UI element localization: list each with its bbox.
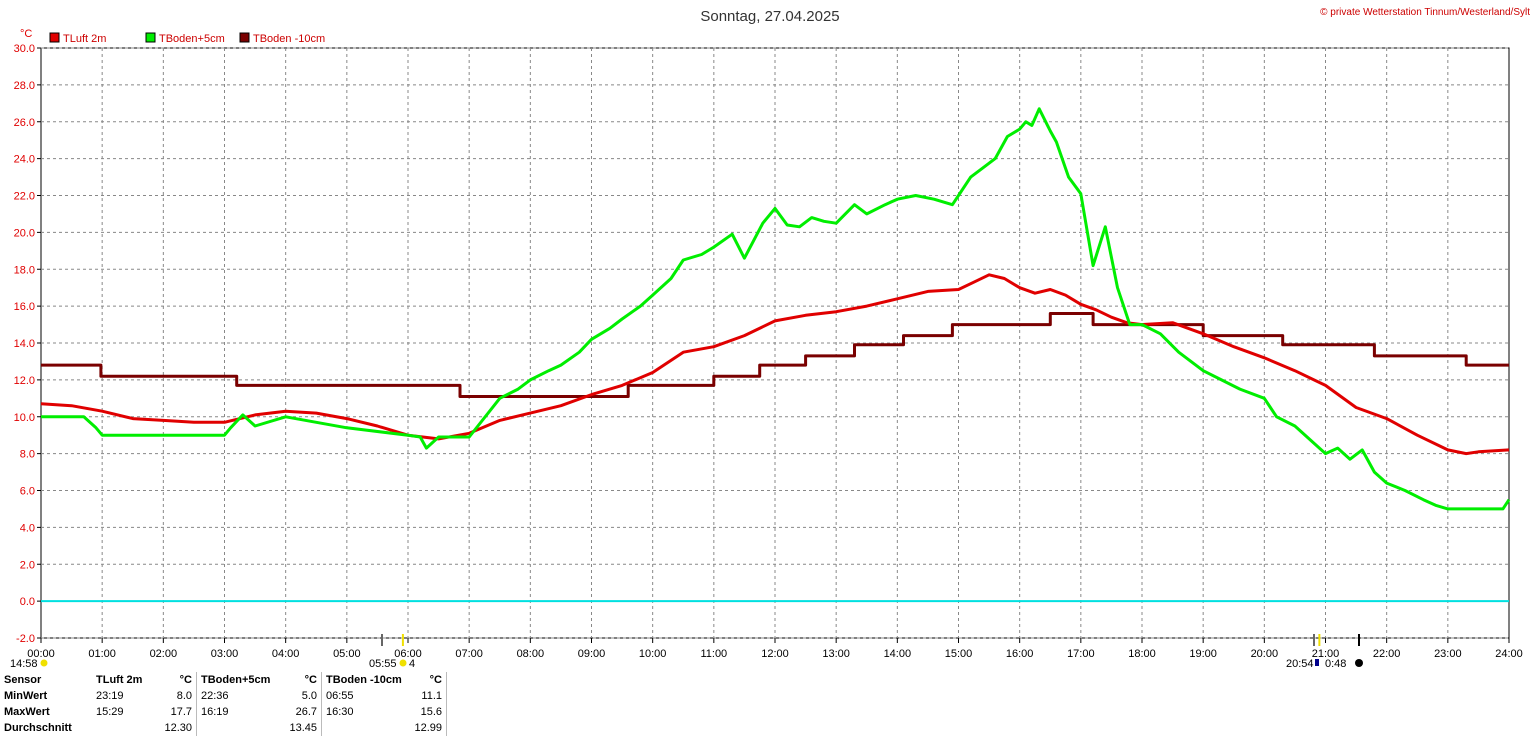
x-tick-label: 17:00: [1067, 648, 1095, 660]
stats-label: Durchschnitt: [4, 722, 72, 734]
x-tick-label: 05:00: [333, 648, 361, 660]
stats-time: 06:55: [326, 690, 354, 702]
sunset-label: 20:54: [1286, 658, 1314, 670]
stats-time: 16:30: [326, 706, 354, 718]
chart-title: Sonntag, 27.04.2025: [700, 8, 839, 25]
x-tick-label: 22:00: [1373, 648, 1401, 660]
stats-time: [322, 720, 409, 736]
stats-value: 11.1: [408, 688, 447, 704]
stats-value: 12.99: [408, 720, 447, 736]
y-tick-label: 28.0: [14, 80, 35, 92]
stats-value: 26.7: [283, 704, 322, 720]
x-tick-label: 12:00: [761, 648, 789, 660]
y-tick-label: 6.0: [20, 486, 35, 498]
x-tick-label: 11:00: [700, 648, 727, 660]
x-tick-label: 16:00: [1006, 648, 1034, 660]
x-tick-label: 10:00: [639, 648, 667, 660]
x-tick-label: 02:00: [150, 648, 178, 660]
y-tick-label: 12.0: [14, 375, 35, 387]
y-tick-label: 16.0: [14, 301, 35, 313]
x-tick-label: 00:00: [27, 648, 55, 660]
x-tick-label: 18:00: [1128, 648, 1156, 660]
y-tick-label: -2.0: [16, 633, 35, 645]
x-tick-label: 20:00: [1251, 648, 1279, 660]
stats-header-sensor: Sensor: [4, 674, 42, 686]
x-tick-label: 09:00: [578, 648, 606, 660]
copyright-text: © private Wetterstation Tinnum/Westerlan…: [1320, 7, 1530, 18]
sunrise-label: 05:55: [369, 658, 397, 670]
stats-value: 13.45: [283, 720, 322, 736]
stats-header-unit1: °C: [158, 672, 197, 688]
stats-row-min: MinWert 23:19 8.0 22:36 5.0 06:55 11.1: [0, 688, 447, 704]
moon-icon: [1355, 659, 1363, 667]
left-time-label: 14:58: [10, 658, 38, 670]
y-tick-label: 10.0: [14, 412, 35, 424]
x-tick-label: 21:00: [1312, 648, 1340, 660]
y-tick-label: 24.0: [14, 154, 35, 166]
stats-time: [197, 720, 284, 736]
moonphase-label: 4: [409, 658, 415, 670]
stats-header-tboden10: TBoden -10cm: [326, 674, 402, 686]
y-tick-label: 20.0: [14, 227, 35, 239]
stats-value: 5.0: [283, 688, 322, 704]
legend-swatch: [239, 32, 250, 43]
y-tick-label: 0.0: [20, 596, 35, 608]
x-tick-label: 03:00: [211, 648, 239, 660]
stats-time: [86, 720, 158, 736]
x-tick-label: 15:00: [945, 648, 973, 660]
tluft-line: [40, 273, 1510, 456]
stats-header-tboden5: TBoden+5cm: [201, 674, 271, 686]
stats-time: 16:19: [201, 706, 229, 718]
temperature-chart: -2.0 0.0 2.0 4.0 6.0 8.0 10.0 12.0 14.0 16.0 18.0 2…: [10, 7, 1530, 670]
x-tick-label: 08:00: [517, 648, 545, 660]
stats-value: 17.7: [158, 704, 197, 720]
stats-value: 15.6: [408, 704, 447, 720]
stats-label: MaxWert: [4, 706, 50, 718]
stats-time: 23:19: [96, 690, 124, 702]
x-tick-label: 19:00: [1189, 648, 1217, 660]
x-tick-label: 13:00: [822, 648, 850, 660]
y-tick-label: 18.0: [14, 264, 35, 276]
x-tick-label: 07:00: [455, 648, 483, 660]
sun-icon: [399, 659, 407, 667]
y-tick-label: 2.0: [20, 559, 35, 571]
stats-time: 15:29: [96, 706, 124, 718]
moon-icon: [1315, 659, 1319, 666]
legend-swatch: [49, 32, 60, 43]
legend-label: TBoden -10cm: [253, 33, 325, 45]
x-tick-label: 23:00: [1434, 648, 1462, 660]
x-tick-label: 24:00: [1495, 648, 1523, 660]
x-tick-label: 06:00: [394, 648, 422, 660]
sun-icon: [40, 659, 48, 667]
y-tick-label: 22.0: [14, 191, 35, 203]
legend-swatch: [145, 32, 156, 43]
y-tick-label: 26.0: [14, 117, 35, 129]
x-tick-label: 01:00: [88, 648, 116, 660]
stats-time: 22:36: [201, 690, 229, 702]
stats-row-max: MaxWert 15:29 17.7 16:19 26.7 16:30 15.6: [0, 704, 447, 720]
tboden5-line: [41, 107, 1511, 511]
stats-row-avg: Durchschnitt 12.30 13.45 12.99: [0, 720, 447, 736]
x-tick-label: 04:00: [272, 648, 300, 660]
y-tick-label: 4.0: [20, 522, 35, 534]
tboden10-line: [41, 312, 1509, 398]
stats-value: 12.30: [158, 720, 197, 736]
moon-time-label: 0:48: [1325, 658, 1346, 670]
legend-label: TBoden+5cm: [159, 33, 225, 45]
y-tick-label: 14.0: [14, 338, 35, 350]
y-tick-label: 8.0: [20, 449, 35, 461]
stats-header-unit2: °C: [283, 672, 322, 688]
x-tick-label: 14:00: [884, 648, 912, 660]
legend-label: TLuft 2m: [63, 33, 106, 45]
stats-table: Sensor TLuft 2m °C TBoden+5cm °C TBoden …: [0, 672, 447, 736]
stats-header-tluft: TLuft 2m: [96, 674, 143, 686]
stats-value: 8.0: [158, 688, 197, 704]
stats-header-unit3: °C: [408, 672, 447, 688]
stats-label: MinWert: [4, 690, 48, 702]
y-unit-label: °C: [20, 28, 32, 40]
y-tick-label: 30.0: [14, 43, 35, 55]
